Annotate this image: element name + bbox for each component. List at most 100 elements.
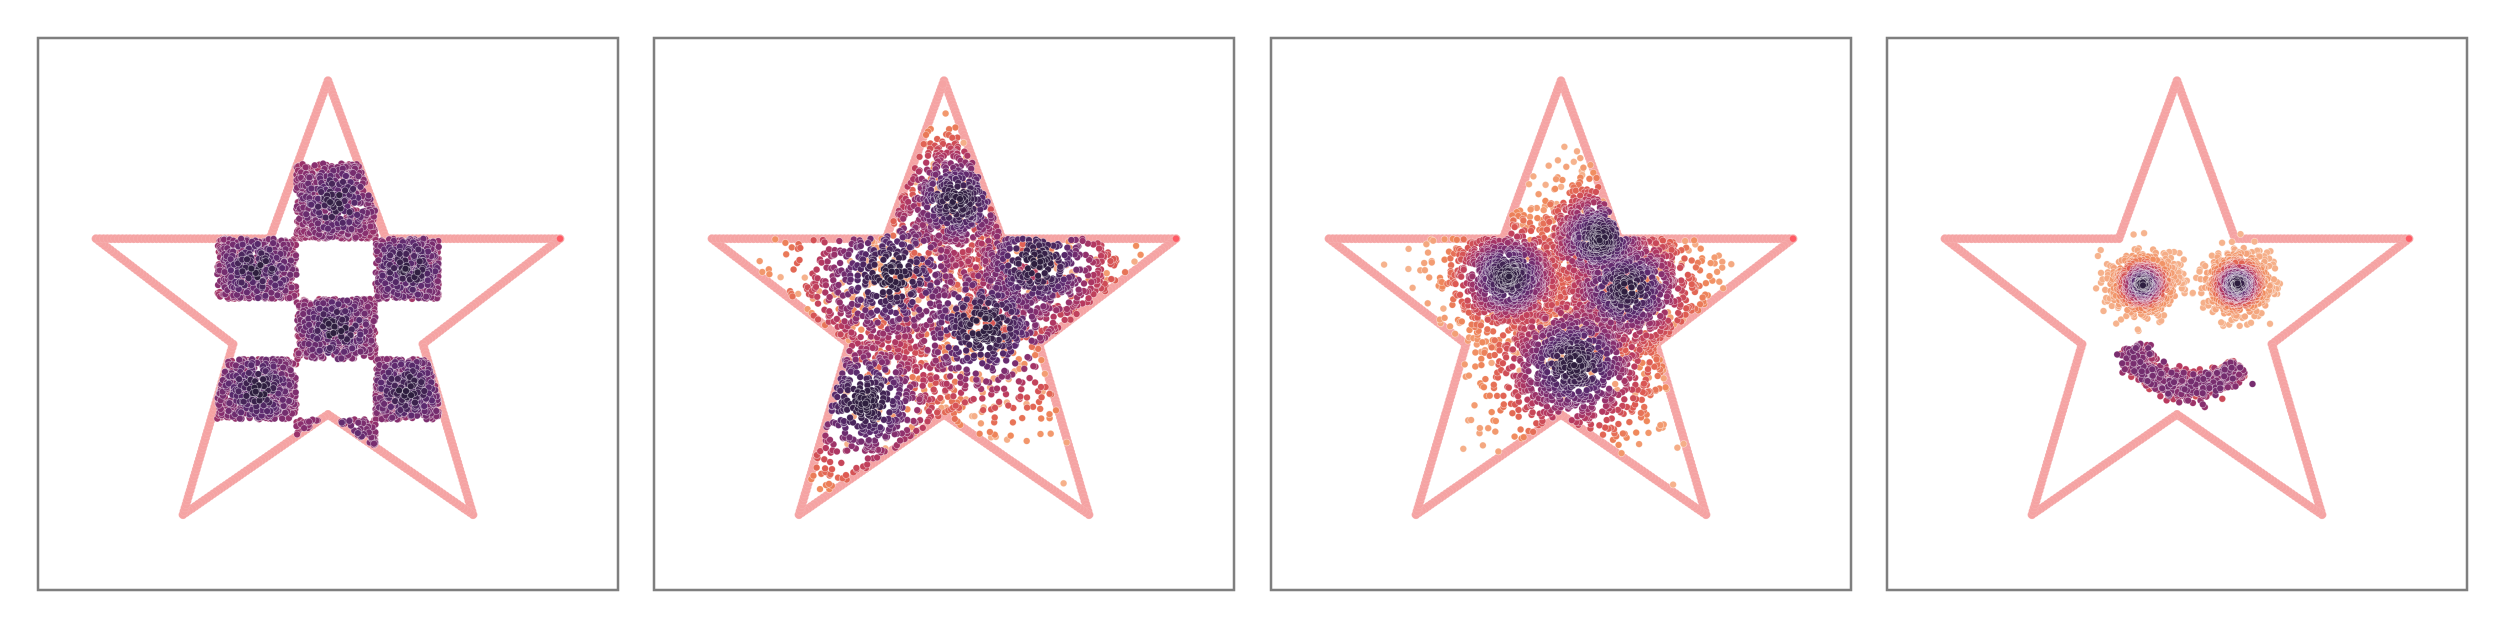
sample-point [254,370,262,378]
sample-point [256,261,265,269]
sample-point [416,257,424,265]
sample-point [302,210,310,218]
sample-point [354,172,363,180]
sample-point [326,344,334,352]
sample-point [384,285,392,293]
sample-point [360,310,369,318]
sample-point [414,290,422,299]
sample-point [343,297,351,305]
sample-point [269,362,278,371]
sample-point [387,375,396,383]
sample-point [401,265,410,273]
sample-point [244,274,253,282]
boundary-tip-point [556,235,564,242]
sample-point [340,348,348,356]
sample-point [386,251,394,260]
sample-point [307,184,316,193]
sample-point [335,199,343,208]
sample-point [235,375,243,383]
sample-point [237,278,246,287]
sample-point [367,337,376,345]
sample-point [307,201,315,209]
sample-point [305,340,313,348]
sample-point [352,233,360,242]
sample-point [319,310,328,318]
sample-point [409,286,417,294]
sample-point [414,245,423,254]
sample-point [254,240,262,248]
sample-point [279,402,288,410]
sample-point [420,387,428,395]
sample-point [395,386,403,395]
sample-point [378,271,387,280]
sample-point [313,327,322,335]
sample-point [366,222,375,231]
sample-point [356,183,365,191]
sample-point [337,327,345,335]
sample-point [432,407,440,415]
sample-point [315,209,323,217]
sample-point [292,388,300,396]
sample-point [353,211,361,219]
sample-point [354,419,362,427]
sample-point [247,361,256,369]
sample-point [397,360,405,368]
sample-point [265,246,274,254]
sample-point [402,387,410,395]
sample-point [348,344,356,353]
sample-point [387,403,395,411]
sample-point [285,294,294,302]
sample-point [388,414,396,422]
sample-point [326,198,334,206]
sample-point [313,335,321,343]
sample-point [335,191,343,199]
sample-point [279,396,287,404]
sample-point [243,255,251,264]
sample-point [269,239,277,247]
sample-point [247,264,256,273]
sample-point [333,308,341,316]
sample-point [354,429,362,437]
sample-point [234,387,243,395]
sample-point [386,274,394,283]
sample-point [314,203,322,211]
sample-point [380,400,388,408]
sample-point [435,243,443,251]
sample-point [356,347,365,356]
sample-point [370,440,378,448]
sample-point [285,397,293,405]
sample-point [362,320,370,328]
sample-point [329,329,338,337]
sample-point [279,363,287,372]
sample-point [305,418,313,426]
sample-point [345,218,353,226]
sample-point [341,307,349,315]
sample-point [324,225,332,233]
sample-point [370,317,378,325]
sample-point [350,199,359,207]
sample-point [334,300,343,308]
sample-point [396,250,404,258]
sample-point [305,173,314,182]
sample-point [413,268,422,277]
sample-point [337,354,346,363]
sample-point [224,407,233,415]
sample-point [299,310,307,318]
sample-point [238,267,247,275]
sample-point [384,368,393,377]
sample-point [273,291,282,299]
sample-point [220,268,229,276]
sample-point [235,356,244,364]
sample-point [390,264,398,272]
sample-point [338,316,346,324]
sample-point [278,264,286,272]
sample-point [377,378,385,387]
sample-point [398,274,407,283]
sample-point [345,208,354,216]
panel-2-early-flow-samples [652,36,1236,592]
panel-1-checkerboard-samples [36,36,620,592]
sample-point [268,265,276,273]
sample-point [261,292,270,300]
sample-point [286,366,295,374]
sample-point [311,161,319,170]
